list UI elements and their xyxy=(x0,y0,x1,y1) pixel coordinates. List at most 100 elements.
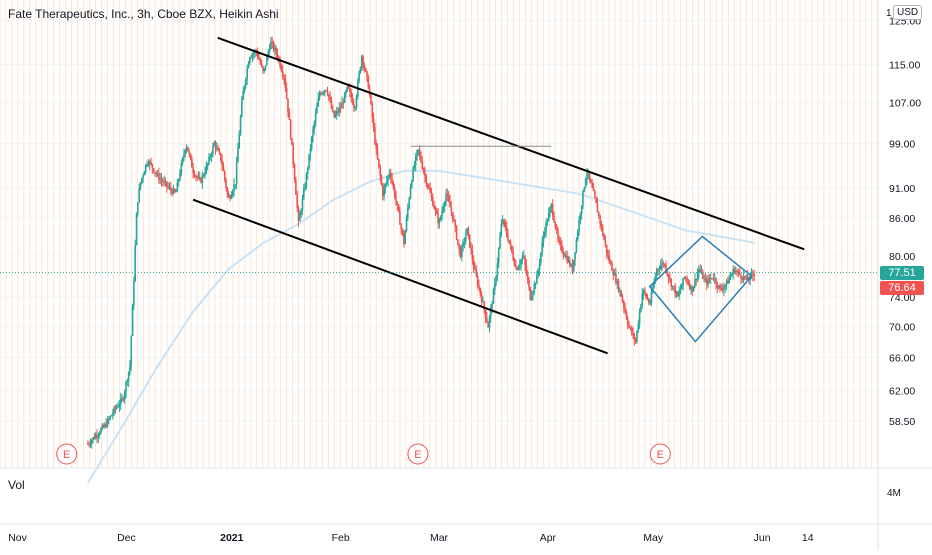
candle-body xyxy=(557,230,559,239)
candle-body xyxy=(675,291,678,295)
candle-body xyxy=(425,176,428,184)
candle-body xyxy=(700,271,703,273)
x-tick-label: Dec xyxy=(117,532,136,544)
candle-body xyxy=(683,277,686,279)
candle-body xyxy=(112,413,114,416)
candle-body xyxy=(474,268,476,271)
candle-body xyxy=(727,280,729,284)
candle-body xyxy=(680,285,683,290)
candle-body xyxy=(223,171,226,180)
candle-body xyxy=(94,435,97,439)
candle-body xyxy=(517,267,520,271)
candle-body xyxy=(437,213,439,224)
candle-body xyxy=(529,287,532,300)
candle-body xyxy=(723,286,725,290)
candle-body xyxy=(741,278,744,280)
candle-body xyxy=(256,51,259,57)
candle-body xyxy=(179,174,181,180)
candle-body xyxy=(89,443,92,445)
candle-body xyxy=(536,274,538,284)
candle-body xyxy=(582,190,584,206)
candle-body xyxy=(148,161,151,165)
currency-button[interactable]: USD xyxy=(893,5,923,20)
candle-body xyxy=(147,163,150,165)
candle-body xyxy=(322,92,325,94)
candle-body xyxy=(268,49,271,52)
y-tick-label: 80.00 xyxy=(889,251,915,263)
moving-average xyxy=(86,169,756,484)
candle-body xyxy=(209,156,212,158)
candle-body xyxy=(513,259,516,266)
candle-body xyxy=(140,178,143,183)
earnings-marker-label: E xyxy=(414,449,421,461)
candle-body xyxy=(702,271,704,279)
candle-body xyxy=(166,181,168,187)
candle-body xyxy=(429,188,432,193)
candle-body xyxy=(752,273,754,276)
candle-body xyxy=(520,259,522,265)
candle-body xyxy=(109,416,111,419)
candle-body xyxy=(561,244,563,252)
candle-body xyxy=(524,256,526,265)
candle-body xyxy=(152,168,155,173)
x-tick-label: 2021 xyxy=(220,532,244,544)
candle-body xyxy=(586,173,588,179)
candle-body xyxy=(624,307,626,312)
candle-body xyxy=(266,56,268,66)
candle-body xyxy=(677,291,679,297)
candle-body xyxy=(649,302,651,304)
candle-body xyxy=(341,102,343,109)
candle-body xyxy=(746,275,749,280)
candle-body xyxy=(470,247,472,251)
diamond-pattern xyxy=(648,235,753,343)
candle-body xyxy=(364,68,367,72)
candle-body xyxy=(673,285,675,288)
candle-body xyxy=(671,285,674,287)
candle-body xyxy=(401,228,404,235)
candle-body xyxy=(375,143,378,149)
candle-body xyxy=(690,286,692,289)
y-tick-label: 74.00 xyxy=(889,292,915,304)
candle-body xyxy=(441,211,443,217)
candle-body xyxy=(600,223,603,227)
candle-body xyxy=(721,289,724,291)
candle-body xyxy=(222,165,225,172)
candle-body xyxy=(304,186,306,190)
candle-body xyxy=(566,256,568,263)
candle-body xyxy=(571,264,574,272)
candle-body xyxy=(648,299,650,304)
candle-body xyxy=(665,264,667,272)
candle-body xyxy=(121,398,123,400)
candle-body xyxy=(274,47,276,50)
candle-body xyxy=(457,239,459,244)
candle-body xyxy=(289,120,292,139)
candle-body xyxy=(595,197,597,204)
candle-body xyxy=(252,52,255,55)
candle-body xyxy=(263,68,266,71)
candle-body xyxy=(545,222,547,232)
candle-body xyxy=(93,437,96,439)
candles xyxy=(87,36,756,449)
candle-body xyxy=(446,193,449,196)
candle-body xyxy=(603,234,605,240)
candle-body xyxy=(708,278,711,280)
candle-body xyxy=(569,260,571,266)
candle-body xyxy=(609,261,612,264)
candle-body xyxy=(467,227,470,235)
candle-body xyxy=(587,173,590,175)
candle-body xyxy=(92,437,94,441)
candle-body xyxy=(753,275,756,277)
candle-body xyxy=(194,176,197,178)
candle-body xyxy=(707,278,709,285)
candle-body xyxy=(370,94,372,104)
candle-body xyxy=(578,219,580,232)
candle-body xyxy=(576,231,579,240)
candle-body xyxy=(287,98,289,113)
candle-body xyxy=(462,241,464,247)
candle-body xyxy=(314,113,317,123)
candle-body xyxy=(212,146,214,155)
candle-body xyxy=(408,198,410,208)
candle-body xyxy=(354,107,356,109)
